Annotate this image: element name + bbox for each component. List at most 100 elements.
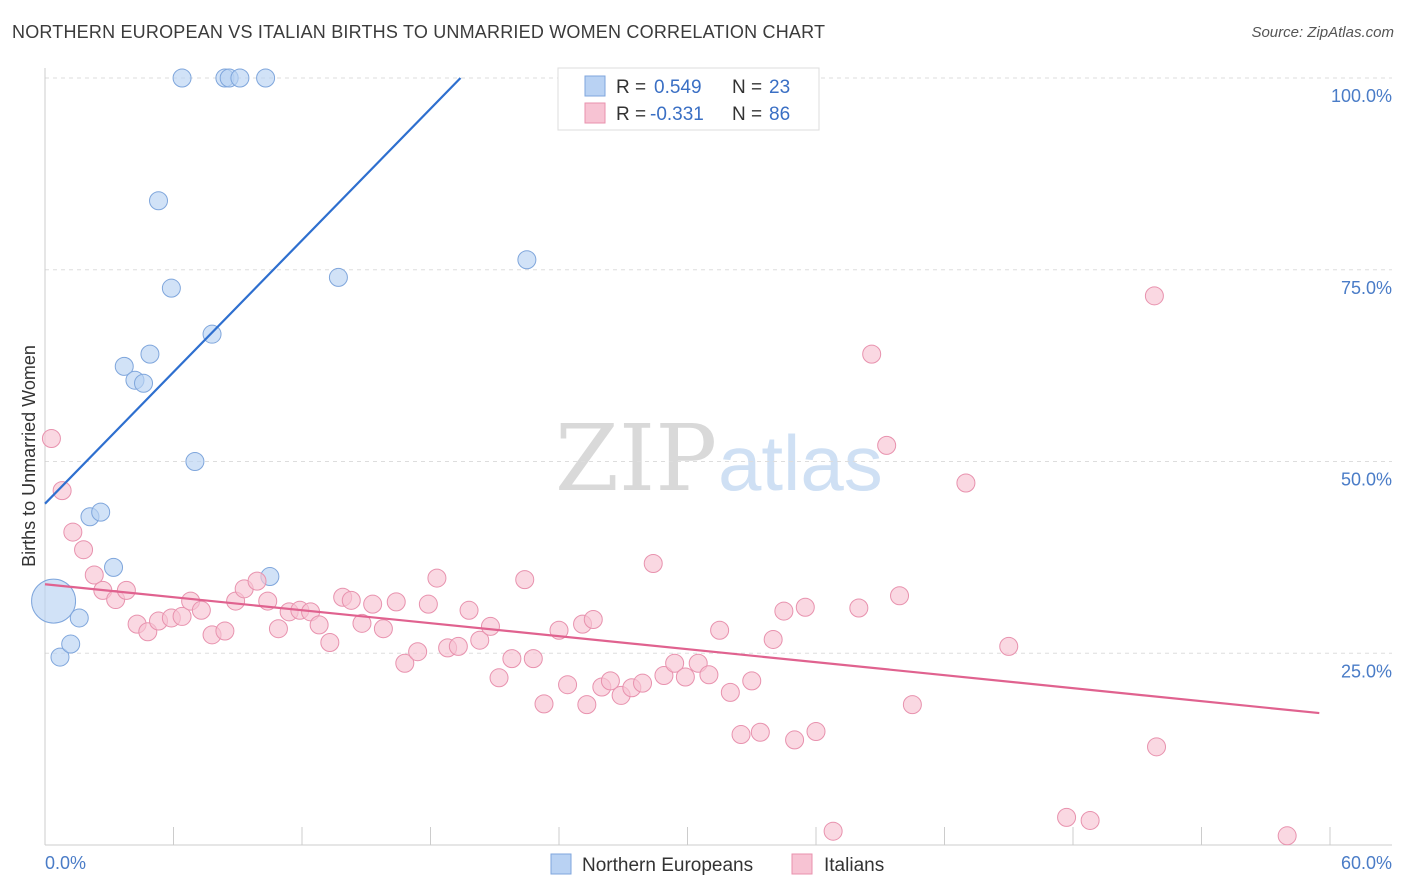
- point-northern-european-7: [114, 356, 134, 376]
- point-italian-66: [742, 671, 762, 691]
- point-italian-45: [523, 649, 543, 669]
- legend-bottom: Northern Europeans Italians: [550, 853, 884, 876]
- point-italian-46: [534, 694, 554, 714]
- point-italian-69: [774, 601, 794, 621]
- point-italian-79: [956, 473, 976, 493]
- point-italian-78: [902, 695, 922, 715]
- point-italian-32: [386, 592, 406, 612]
- point-northern-european-3: [69, 608, 89, 628]
- gridlines: [45, 77, 1392, 654]
- legend-bottom-swatch-pink: [791, 853, 813, 875]
- trend-line-northern-europeans: [44, 77, 462, 505]
- point-italian-51: [583, 610, 603, 630]
- point-italian-65: [731, 725, 751, 745]
- legend-top: R = 0.549 N = 23 R = -0.331 N = 86: [557, 67, 820, 131]
- point-italian-53: [600, 671, 620, 691]
- y-tick-label-3: 100.0%: [1331, 86, 1392, 106]
- point-northern-european-6: [104, 557, 124, 577]
- point-italian-58: [654, 665, 674, 685]
- point-italian-68: [763, 629, 783, 649]
- y-tick-label-2: 75.0%: [1341, 278, 1392, 298]
- point-italian-44: [515, 570, 535, 590]
- point-italian-80: [999, 636, 1019, 656]
- point-italian-60: [675, 667, 695, 687]
- point-italian-75: [862, 344, 882, 364]
- point-italian-42: [489, 668, 509, 688]
- trend-lines: [44, 77, 1320, 715]
- legend-bottom-label-blue: Northern Europeans: [582, 855, 753, 876]
- point-italian-35: [418, 594, 438, 614]
- watermark-zip: ZIP: [555, 405, 717, 512]
- point-italian-26: [320, 633, 340, 653]
- point-northern-european-10: [140, 344, 160, 364]
- point-italian-16: [215, 621, 235, 641]
- point-italian-41: [480, 616, 500, 636]
- legend-r-value-pink: -0.331: [650, 104, 704, 125]
- point-italian-81: [1057, 807, 1077, 827]
- axes: [44, 68, 1392, 846]
- point-northern-european-11: [149, 191, 169, 211]
- point-italian-4: [84, 565, 104, 585]
- point-italian-56: [633, 673, 653, 693]
- legend-swatch-pink: [584, 102, 606, 124]
- legend-r-value-blue: 0.549: [654, 77, 702, 98]
- point-northern-european-13: [172, 68, 192, 88]
- point-northern-european-5: [91, 502, 111, 522]
- point-italian-33: [395, 653, 415, 673]
- legend-bottom-label-pink: Italians: [824, 855, 884, 876]
- legend-n-label-pink: N =: [732, 104, 762, 125]
- legend-n-label-blue: N =: [732, 77, 762, 98]
- y-tick-label-0: 25.0%: [1341, 661, 1392, 681]
- point-italian-77: [890, 586, 910, 606]
- point-northern-european-2: [61, 634, 81, 654]
- x-tick-label-1: 60.0%: [1341, 853, 1392, 873]
- point-italian-39: [459, 600, 479, 620]
- y-axis-label: Births to Unmarried Women: [19, 345, 39, 567]
- point-italian-19: [247, 571, 267, 591]
- point-northern-european-21: [328, 267, 348, 287]
- point-italian-83: [1144, 286, 1164, 306]
- point-italian-12: [172, 606, 192, 626]
- chart-title: NORTHERN EUROPEAN VS ITALIAN BIRTHS TO U…: [12, 22, 826, 42]
- point-italian-67: [750, 722, 770, 742]
- point-italian-76: [877, 435, 897, 455]
- point-northern-european-1: [50, 647, 70, 667]
- y-tick-labels: 25.0% 50.0% 75.0% 100.0%: [1331, 86, 1392, 681]
- watermark-atlas: atlas: [718, 419, 883, 507]
- point-northern-european-0: [31, 578, 77, 624]
- point-italian-0: [41, 428, 61, 448]
- point-italian-30: [363, 594, 383, 614]
- point-italian-85: [1277, 826, 1297, 846]
- point-italian-73: [823, 821, 843, 841]
- legend-n-value-pink: 86: [769, 104, 790, 125]
- legend-r-label-blue: R =: [616, 77, 646, 98]
- point-northern-european-12: [161, 278, 181, 298]
- x-tick-label-0: 0.0%: [45, 853, 86, 873]
- point-italian-64: [720, 682, 740, 702]
- point-italian-59: [665, 653, 685, 673]
- source-label: Source: ZipAtlas.com: [1251, 24, 1394, 41]
- point-italian-28: [341, 590, 361, 610]
- point-italian-25: [309, 615, 329, 635]
- point-italian-70: [785, 730, 805, 750]
- point-italian-29: [352, 613, 372, 633]
- point-italian-40: [470, 630, 490, 650]
- point-italian-82: [1080, 810, 1100, 830]
- point-northern-european-9: [134, 373, 154, 393]
- point-italian-63: [710, 620, 730, 640]
- point-italian-49: [577, 695, 597, 715]
- legend-bottom-swatch-blue: [550, 853, 572, 875]
- point-italian-43: [502, 649, 522, 669]
- point-italian-72: [806, 721, 826, 741]
- point-northern-european-22: [517, 250, 537, 270]
- point-italian-57: [643, 554, 663, 574]
- point-italian-14: [191, 600, 211, 620]
- point-italian-21: [268, 619, 288, 639]
- point-italian-71: [795, 597, 815, 617]
- legend-n-value-blue: 23: [769, 77, 790, 98]
- x-tick-labels: 0.0% 60.0%: [45, 853, 1392, 873]
- point-italian-84: [1147, 737, 1167, 757]
- point-italian-74: [849, 598, 869, 618]
- point-italian-38: [448, 636, 468, 656]
- point-italian-31: [373, 619, 393, 639]
